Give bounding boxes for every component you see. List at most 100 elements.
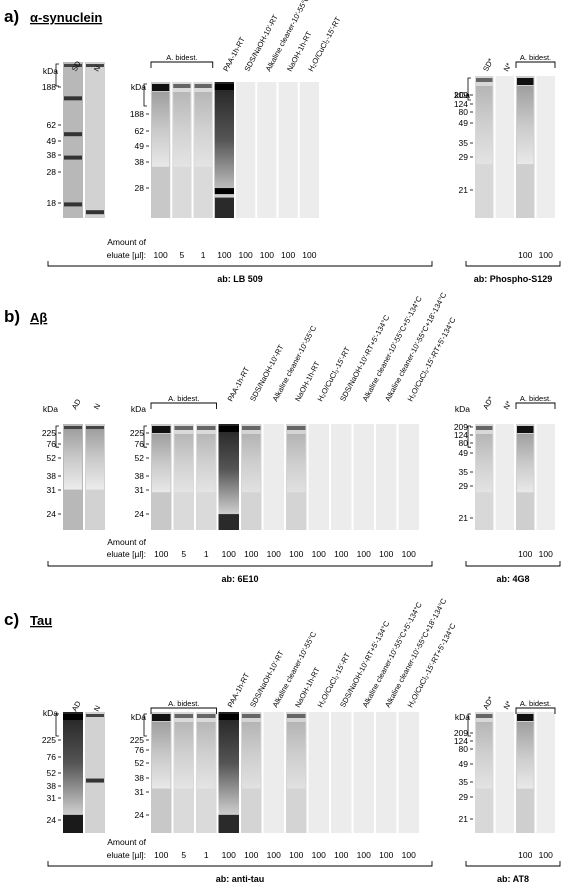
amount-value: 100	[334, 850, 348, 860]
amount-label: eluate [µl]:	[107, 850, 146, 860]
lane-band	[517, 426, 534, 433]
marker-label: 24	[47, 509, 57, 519]
stacking-gel-bracket	[143, 83, 147, 107]
lane-header: AD*	[481, 395, 495, 411]
lane-image	[299, 82, 319, 218]
lane-background	[376, 424, 397, 530]
lane-image	[85, 62, 105, 218]
stacking-gel-bracket	[143, 713, 147, 737]
blot-a-1: kDa18862493828PAA-1h-RTSDS/NaOH-10'-RTAl…	[47, 0, 433, 284]
marker-label: 209	[454, 422, 468, 432]
lane-image	[331, 712, 352, 833]
lane-background	[331, 424, 352, 530]
lane-band	[86, 64, 104, 67]
lane-image	[151, 82, 171, 218]
bidest-label: A. bidest.	[168, 699, 199, 708]
stacking-gel-bracket	[55, 63, 59, 87]
lane-band	[242, 714, 261, 718]
kda-label: kDa	[131, 712, 146, 722]
lane-band	[218, 714, 239, 720]
lane-smear	[86, 426, 104, 490]
stacking-gel-bracket	[467, 713, 471, 737]
kda-label: kDa	[455, 404, 470, 414]
lane-band	[517, 78, 534, 85]
lane-smear	[197, 434, 216, 493]
lane-smear	[152, 434, 171, 493]
amount-value: 100	[402, 850, 416, 860]
lane-background	[398, 712, 419, 833]
lane-band	[64, 155, 82, 160]
lane-image	[516, 76, 535, 218]
lane-smear	[517, 722, 534, 789]
marker-label: 62	[135, 126, 145, 136]
lane-background	[308, 712, 329, 833]
lane-background	[278, 82, 298, 218]
amount-value: 100	[222, 549, 236, 559]
amount-label: Amount of	[107, 237, 146, 247]
marker-label: 225	[42, 735, 56, 745]
lane-band	[64, 426, 82, 429]
amount-value: 100	[281, 250, 295, 260]
lane-image	[475, 712, 494, 833]
marker-label: 209	[454, 728, 468, 738]
lane-image	[241, 424, 262, 530]
bidest-bracket	[150, 402, 217, 409]
amount-label: eluate [µl]:	[107, 250, 146, 260]
lane-band	[152, 714, 171, 721]
amount-value: 100	[357, 850, 371, 860]
lane-image	[536, 424, 555, 530]
lane-band	[64, 96, 82, 101]
lane-image	[196, 424, 217, 530]
amount-label: Amount of	[107, 537, 146, 547]
lane-band	[174, 426, 193, 430]
amount-value: 100	[402, 549, 416, 559]
lane-band	[64, 64, 82, 67]
lane-image	[286, 424, 307, 530]
amount-value: 1	[201, 250, 206, 260]
lane-background	[353, 424, 374, 530]
stacking-gel-bracket	[467, 425, 471, 448]
panel-title: Aβ	[30, 310, 47, 325]
stacking-gel-bracket	[143, 425, 147, 448]
antibody-label: ab: AT8	[497, 874, 529, 884]
lane-background	[495, 712, 514, 833]
lane-smear	[173, 92, 191, 167]
lane-background	[353, 712, 374, 833]
lane-image	[263, 424, 284, 530]
lane-background	[376, 712, 397, 833]
lane-image	[278, 82, 298, 218]
antibody-bracket	[465, 261, 561, 267]
lane-band	[197, 714, 216, 718]
lane-band	[86, 210, 104, 215]
bidest-label: A. bidest.	[520, 53, 551, 62]
marker-label: 31	[135, 787, 145, 797]
marker-label: 188	[42, 82, 56, 92]
marker-label: 38	[135, 773, 145, 783]
bidest-bracket	[515, 707, 556, 714]
lane-header: PAA-1h-RT	[226, 671, 252, 709]
lane-image	[286, 712, 307, 833]
marker-label: 80	[459, 744, 469, 754]
lane-image	[353, 712, 374, 833]
amount-value: 100	[239, 250, 253, 260]
lane-image	[218, 712, 239, 833]
amount-value: 100	[244, 549, 258, 559]
kda-label: kDa	[131, 82, 146, 92]
lane-image	[398, 424, 419, 530]
amount-value: 100	[539, 549, 553, 559]
lane-band	[218, 426, 239, 432]
lane-image	[516, 424, 535, 530]
lane-header: AD*	[481, 695, 495, 711]
amount-value: 100	[222, 850, 236, 860]
marker-label: 80	[459, 107, 469, 117]
lane-band	[152, 84, 170, 91]
lane-band	[64, 202, 82, 207]
amount-value: 100	[267, 549, 281, 559]
lane-background	[85, 712, 105, 833]
amount-label: eluate [µl]:	[107, 549, 146, 559]
marker-label: 38	[47, 471, 57, 481]
antibody-label: ab: LB 509	[217, 274, 263, 284]
